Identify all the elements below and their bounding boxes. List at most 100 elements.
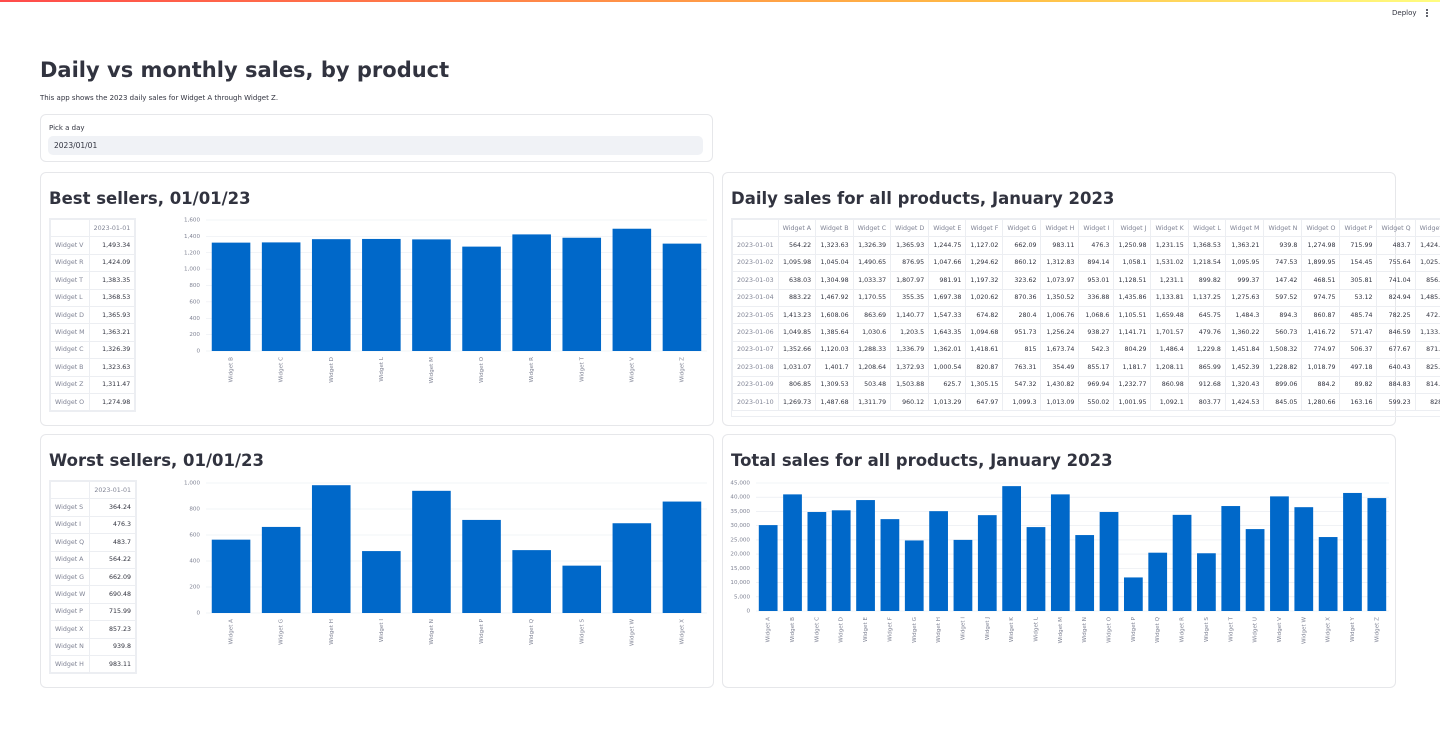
table-cell: 1,018.79 xyxy=(1301,358,1341,377)
table-cell: 1,120.03 xyxy=(815,340,854,360)
table-cell: 1,309.53 xyxy=(815,375,854,394)
table-cell: 782.25 xyxy=(1376,305,1416,325)
table-cell: 1,231.1 xyxy=(1150,271,1189,290)
table-cell: 280.4 xyxy=(1002,305,1042,325)
bar xyxy=(612,523,652,613)
table-cell: 1,045.04 xyxy=(815,253,854,273)
deploy-button[interactable]: Deploy xyxy=(1392,9,1417,17)
table-cell: 147.42 xyxy=(1263,271,1303,290)
x-tick-label: Widget A xyxy=(229,619,235,644)
x-tick-label: Widget Q xyxy=(1155,616,1161,642)
x-tick-label: Widget P xyxy=(479,618,485,643)
table-cell: 1,608.06 xyxy=(815,305,854,325)
x-tick-label: Widget U xyxy=(1253,617,1259,643)
x-tick-label: Widget X xyxy=(1326,617,1332,642)
table-cell: 871.57 xyxy=(1414,340,1440,360)
table-cell: 645.75 xyxy=(1187,305,1226,325)
table-row: Widget S 364.24 xyxy=(50,498,137,517)
x-tick-label: Widget W xyxy=(629,619,635,646)
panel-title: Total sales for all products, January 20… xyxy=(731,451,1113,470)
table-cell: 1,269.73 xyxy=(777,392,817,412)
x-tick-label: Widget M xyxy=(1058,617,1064,643)
worst-sellers-panel: Worst sellers, 01/01/23 2023-01-01 Widget… xyxy=(40,434,714,688)
table-cell: 755.64 xyxy=(1376,253,1416,273)
table-cell: 1,208.64 xyxy=(852,358,892,377)
table-cell: 1,413.23 xyxy=(777,305,817,325)
x-tick-label: Widget Q xyxy=(529,618,535,644)
table-cell: 1,197.32 xyxy=(965,271,1004,290)
bar xyxy=(362,238,401,351)
y-tick-label: 0 xyxy=(196,349,200,355)
table-cell: 638.03 xyxy=(777,271,817,290)
table-cell: 939.8 xyxy=(1263,236,1303,255)
date-input[interactable]: 2023/01/01 xyxy=(48,136,703,155)
table-row: 2023-01-04 883.22 1,467.92 1,170.55 355.35 1,… xyxy=(732,288,1440,307)
table-cell: 542.3 xyxy=(1078,340,1115,360)
table-cell: 981.91 xyxy=(928,271,967,290)
bar xyxy=(1075,535,1095,611)
description: This app shows the 2023 daily sales for … xyxy=(40,94,279,102)
table-cell: 1,424.09 xyxy=(1414,236,1440,255)
y-tick-label: 1,000 xyxy=(184,267,200,273)
main-menu[interactable] xyxy=(1424,8,1430,20)
table-cell: 1,486.4 xyxy=(1150,340,1189,360)
y-tick-label: 10,000 xyxy=(730,580,750,586)
table-cell: 1,336.79 xyxy=(890,340,930,360)
x-tick-label: Widget M xyxy=(429,357,435,383)
x-tick-label: Widget L xyxy=(1033,616,1039,641)
column-header: Widget C xyxy=(852,219,892,238)
table-cell: 899.06 xyxy=(1263,375,1303,394)
table-cell: 1,547.33 xyxy=(928,305,967,325)
table-row: Widget D 1,365.93 xyxy=(50,305,136,325)
table-cell: 999.37 xyxy=(1224,271,1265,290)
table-cell: 969.94 xyxy=(1078,375,1115,394)
table-cell: 860.98 xyxy=(1150,375,1189,394)
y-tick-label: 1,600 xyxy=(184,218,200,224)
column-header: Widget N xyxy=(1263,219,1303,238)
table-cell: 1,643.35 xyxy=(928,323,967,342)
panel-title: Daily sales for all products, January 20… xyxy=(731,189,1115,208)
y-tick-label: 200 xyxy=(189,332,200,338)
bar xyxy=(662,243,702,351)
table-cell: 1,416.72 xyxy=(1301,323,1341,342)
table-cell: 597.52 xyxy=(1263,288,1303,307)
table-cell: 1,385.64 xyxy=(815,323,854,342)
table-cell: 860.12 xyxy=(1002,253,1042,273)
bar xyxy=(1123,577,1143,611)
table-cell: 856.63 xyxy=(1414,271,1440,290)
table: 2023-01-01 Widget S 364.24 Widget I 476.3 Wid… xyxy=(50,481,137,674)
table-cell: 953.01 xyxy=(1078,271,1115,290)
table-cell: 1,030.6 xyxy=(852,323,892,342)
y-tick-label: 600 xyxy=(189,533,200,539)
column-header: Widget E xyxy=(928,219,967,238)
table-cell: 1,362.01 xyxy=(928,340,967,360)
bar xyxy=(562,565,602,613)
table-cell: 1,133.81 xyxy=(1150,288,1189,307)
table-cell: 1,049.85 xyxy=(777,323,817,342)
table-cell: 1,013.09 xyxy=(1040,392,1080,412)
table-cell: 1,250.98 xyxy=(1113,236,1152,255)
bar xyxy=(1148,552,1168,611)
table-row: 2023-01-03 638.03 1,304.98 1,033.37 1,807.97… xyxy=(732,271,1440,290)
table-cell: 1,467.92 xyxy=(815,288,854,307)
table-cell: 774.97 xyxy=(1301,340,1341,360)
table-cell: 1,141.71 xyxy=(1113,323,1152,342)
table-row: 2023-01-01 564.22 1,323.63 1,326.39 1,365.93… xyxy=(732,236,1440,255)
bar xyxy=(1270,496,1289,611)
table-row: Widget I 476.3 xyxy=(50,515,137,535)
y-tick-label: 15,000 xyxy=(730,566,750,572)
bar xyxy=(261,526,301,613)
table-cell: 1,288.33 xyxy=(852,340,892,360)
bar xyxy=(311,239,351,351)
table-cell: 1,490.65 xyxy=(852,253,892,273)
table-cell: 1,137.25 xyxy=(1187,288,1226,307)
table-cell: 677.67 xyxy=(1376,340,1416,360)
table-cell: 983.11 xyxy=(89,654,137,674)
table-cell: 1,181.7 xyxy=(1113,358,1152,377)
table-cell: 468.51 xyxy=(1301,271,1341,290)
table-cell: 1,280.66 xyxy=(1301,392,1341,412)
table-cell: 571.47 xyxy=(1339,323,1378,342)
total-sales-panel: Total sales for all products, January 20… xyxy=(722,434,1396,688)
table-cell: 715.99 xyxy=(1339,236,1378,255)
y-tick-label: 200 xyxy=(189,585,200,591)
